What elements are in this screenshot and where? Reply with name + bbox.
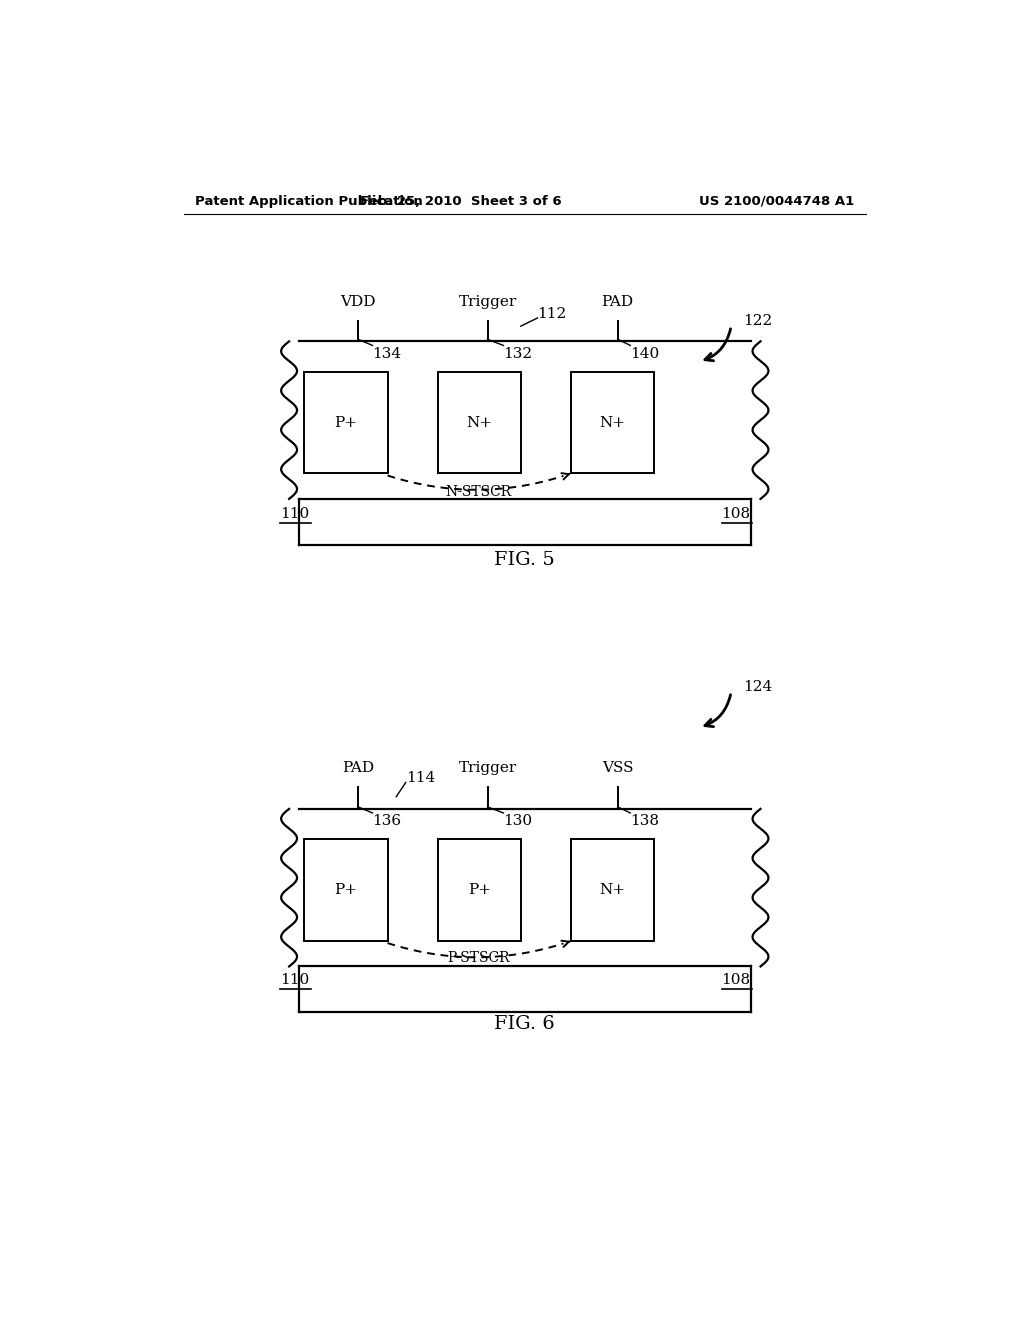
Bar [437,372,521,474]
Text: P+: P+ [468,883,490,898]
Bar [304,372,387,474]
Text: 110: 110 [281,507,309,521]
Text: 114: 114 [406,771,435,785]
Text: N+: N+ [599,883,626,898]
Bar [570,840,654,941]
Text: FIG. 6: FIG. 6 [495,1015,555,1034]
Text: Feb. 25, 2010  Sheet 3 of 6: Feb. 25, 2010 Sheet 3 of 6 [360,194,562,207]
Text: 124: 124 [743,680,772,694]
Text: Trigger: Trigger [459,294,517,309]
Text: 138: 138 [631,814,659,828]
Text: 136: 136 [373,814,401,828]
Text: N+: N+ [466,416,493,430]
Text: PAD: PAD [601,294,634,309]
Text: Trigger: Trigger [459,762,517,775]
Text: N+: N+ [599,416,626,430]
Text: Patent Application Publication: Patent Application Publication [196,194,423,207]
Text: 132: 132 [504,347,532,360]
Text: P+: P+ [335,416,357,430]
Bar [570,372,654,474]
Text: 140: 140 [631,347,659,360]
Text: P+: P+ [335,883,357,898]
Text: 112: 112 [538,308,566,321]
Bar [304,840,387,941]
Text: 110: 110 [281,973,309,986]
Text: 108: 108 [722,973,751,986]
Text: 130: 130 [504,814,532,828]
Text: PAD: PAD [342,762,374,775]
Text: 134: 134 [373,347,401,360]
Text: VDD: VDD [340,294,376,309]
Text: VSS: VSS [602,762,634,775]
Text: P-STSCR: P-STSCR [447,952,510,965]
Bar [437,840,521,941]
Text: 122: 122 [743,314,772,329]
Text: FIG. 5: FIG. 5 [495,550,555,569]
Text: N-STSCR: N-STSCR [445,484,512,499]
Text: US 2100/0044748 A1: US 2100/0044748 A1 [699,194,855,207]
Text: 108: 108 [722,507,751,521]
